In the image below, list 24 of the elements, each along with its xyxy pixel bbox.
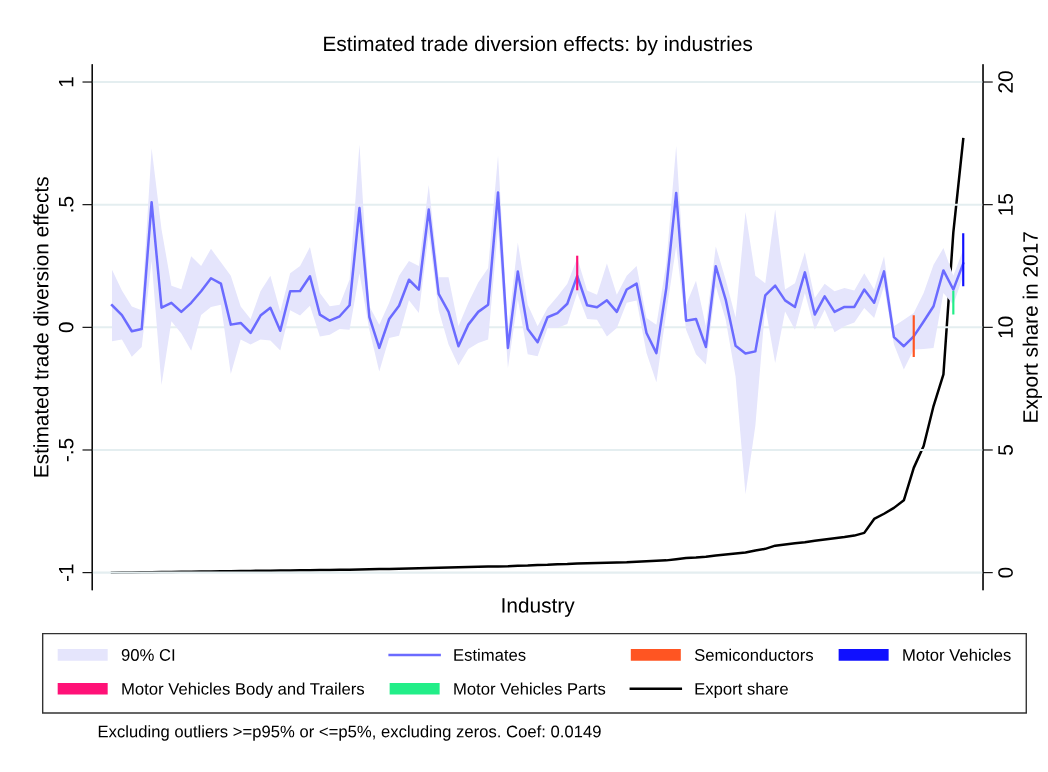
y-axis-title: Estimated trade diversion effects <box>33 177 49 477</box>
y-tick-label: .5 <box>58 196 74 212</box>
y2-tick-label: 5 <box>998 445 1013 455</box>
y2-axis-title: Export share in 2017 <box>1022 232 1042 422</box>
y-tick-label: 0 <box>58 322 74 333</box>
y-tick-label: 1 <box>58 77 74 87</box>
line-series <box>110 137 965 574</box>
legend-label: Motor Vehicles Parts <box>454 682 606 695</box>
y-tick-label: -.5 <box>58 438 74 462</box>
legend-label: Export share <box>695 682 788 699</box>
legend-label: Semiconductors <box>694 648 814 661</box>
y-tick-label: -1 <box>58 564 74 581</box>
line-series <box>110 191 965 355</box>
legend-label: Motor Vehicles <box>903 648 1011 661</box>
y2-tick-label: 0 <box>998 567 1013 578</box>
chart-title: Estimated trade diversion effects: by industries <box>324 35 753 56</box>
legend-label: Motor Vehicles Body and Trailers <box>122 682 365 699</box>
text: Excluding outliers >=p95% or <=p5%, excluding zeros. Coef: 0.0149 <box>98 725 601 741</box>
y2-tick-label: 20 <box>998 71 1013 93</box>
y2-tick-label: 10 <box>998 316 1013 338</box>
legend-label: 90% CI <box>121 649 175 661</box>
legend-label: Estimates <box>454 648 526 661</box>
y2-tick-label: 15 <box>998 193 1013 215</box>
x-axis-title: Industry <box>502 597 575 617</box>
